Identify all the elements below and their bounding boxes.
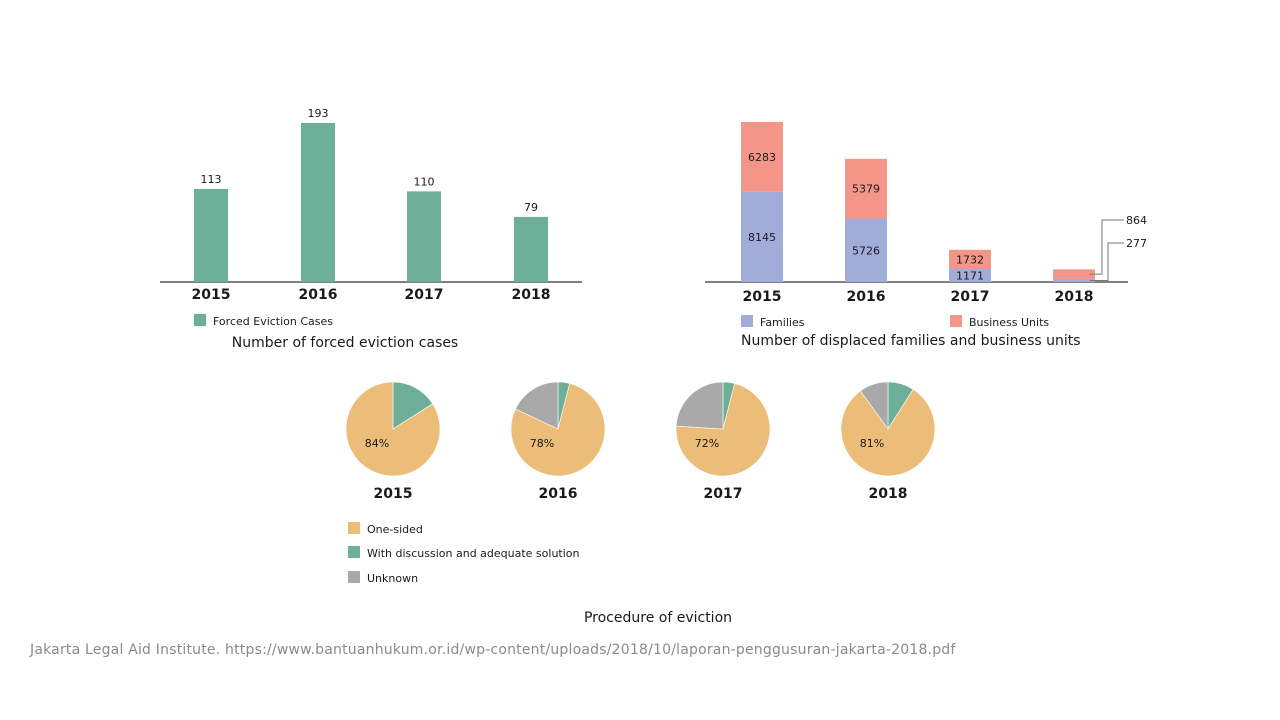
bar-eviction-2018 [514,216,548,282]
bar-business-2018 [1053,269,1095,279]
legend-label-unknown: Unknown [367,572,418,585]
pie-slice-one-sided-2017 [675,383,771,477]
legend-label-families: Families [760,316,805,329]
bar-families-2018 [1053,278,1095,282]
bar-eviction-2016 [301,123,335,282]
bar-families-2016 [845,218,887,282]
data-label-families-2016: 5726 [852,244,880,257]
pie-slice-one-sided-2016 [510,383,606,477]
bar-business-2015 [741,122,783,192]
legend-swatch-one-sided [348,522,360,534]
legend-label-business-units: Business Units [969,316,1049,329]
tick-label-2018: 2018 [512,287,551,303]
tick-label-stacked-2017: 2017 [951,289,990,305]
pie-year-label-2015: 2015 [374,486,413,502]
data-label-eviction-2015: 113 [201,173,222,186]
pie-value-label-2018: 81% [860,437,884,450]
tick-label-2017: 2017 [405,287,444,303]
bar-families-2015 [741,191,783,282]
bar-eviction-2017 [407,191,441,282]
data-label-business-2017: 1732 [956,253,984,266]
legend-swatch-discussion [348,546,360,558]
legend-label-forced-eviction: Forced Eviction Cases [213,315,333,328]
leader-line-families-2018 [1090,242,1124,281]
tick-label-stacked-2018: 2018 [1055,289,1094,305]
chart-title-procedure: Procedure of eviction [584,610,732,626]
data-label-eviction-2018: 79 [524,201,538,214]
pie-year-label-2018: 2018 [869,486,908,502]
legend-label-one-sided: One-sided [367,523,423,536]
data-label-business-2018: 864 [1126,214,1147,227]
data-label-business-2016: 5379 [852,183,880,196]
tick-label-2015: 2015 [192,287,231,303]
legend-swatch-families [741,315,753,327]
data-label-eviction-2017: 110 [414,175,435,188]
legend-label-discussion: With discussion and adequate solution [367,547,580,560]
pie-slice-unknown-2018 [859,381,889,430]
tick-label-stacked-2016: 2016 [847,289,886,305]
data-label-business-2015: 6283 [748,151,776,164]
bar-eviction-2015 [194,188,228,282]
pie-slice-one-sided-2015 [345,381,441,477]
data-label-families-2015: 8145 [748,231,776,244]
bar-business-2017 [949,249,991,270]
tick-label-2016: 2016 [299,287,338,303]
legend-swatch-unknown [348,571,360,583]
pie-slice-unknown-2016 [515,381,559,430]
leader-line-business-2018 [1090,219,1124,275]
data-label-eviction-2016: 193 [308,107,329,120]
pie-slice-unknown-2017 [675,381,724,430]
bar-families-2017 [949,269,991,282]
chart-title-displaced: Number of displaced families and busines… [741,333,1081,349]
pie-slice-one-sided-2018 [840,388,936,477]
legend-swatch-forced-eviction [194,314,206,326]
chart-title-eviction-cases: Number of forced eviction cases [232,335,458,351]
data-label-families-2018: 277 [1126,237,1147,250]
pie-value-label-2015: 84% [365,437,389,450]
legend-swatch-business-units [950,315,962,327]
bar-business-2016 [845,158,887,219]
pie-value-label-2017: 72% [695,437,719,450]
pie-year-label-2016: 2016 [539,486,578,502]
data-label-families-2017: 1171 [956,270,984,283]
pie-value-label-2016: 78% [530,437,554,450]
pie-slice-discussion-2015 [392,381,434,430]
pie-year-label-2017: 2017 [704,486,743,502]
source-citation: Jakarta Legal Aid Institute. https://www… [30,642,956,658]
tick-label-stacked-2015: 2015 [743,289,782,305]
